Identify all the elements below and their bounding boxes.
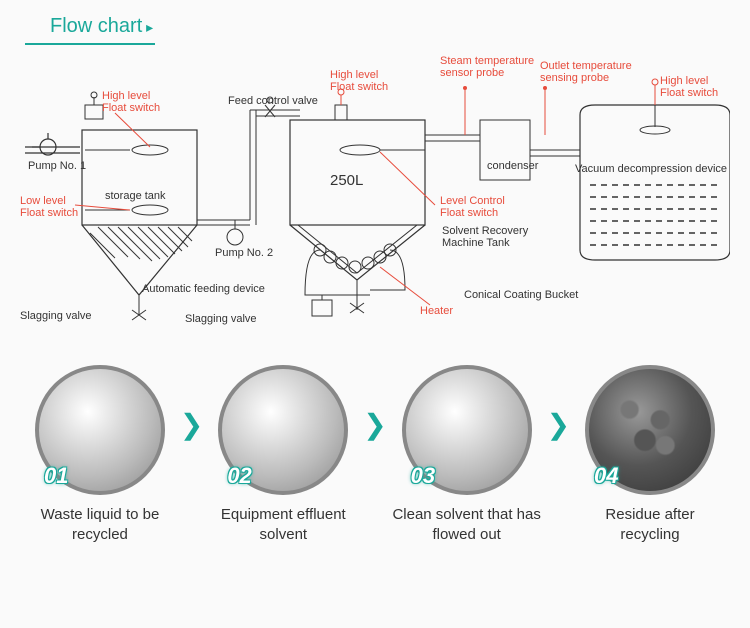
high-level-float-3-label: High level Float switch — [660, 75, 718, 99]
step-2-caption: Equipment effluent solvent — [208, 505, 358, 544]
step-1-caption: Waste liquid to be recycled — [25, 505, 175, 544]
step-4-caption: Residue after recycling — [575, 505, 725, 544]
high-level-float-2-label: High level Float switch — [330, 69, 388, 93]
flow-diagram: 250L Pump No. 1 Pump No. 2 storage tank … — [20, 55, 730, 345]
step-4-image — [585, 365, 715, 495]
page-title: Flow chart — [25, 0, 155, 45]
step-2-image — [218, 365, 348, 495]
high-level-float-1-label: High level Float switch — [102, 90, 160, 114]
step-4: Residue after recycling — [575, 365, 725, 544]
slagging-valve-1-label: Slagging valve — [20, 310, 92, 322]
slagging-valve-2-label: Slagging valve — [185, 313, 257, 325]
arrow-icon: ❯ — [363, 408, 386, 441]
step-3-image — [402, 365, 532, 495]
step-2: Equipment effluent solvent — [208, 365, 358, 544]
feed-control-label: Feed control valve — [228, 95, 318, 107]
steam-temp-label: Steam temperature sensor probe — [440, 55, 534, 79]
step-1-image — [35, 365, 165, 495]
condenser-label: condenser — [487, 160, 538, 172]
outlet-temp-label: Outlet temperature sensing probe — [540, 60, 632, 84]
storage-tank-label: storage tank — [105, 190, 166, 202]
arrow-icon: ❯ — [547, 408, 570, 441]
auto-feed-label: Automatic feeding device — [142, 283, 265, 295]
pump1-label: Pump No. 1 — [28, 160, 86, 172]
process-steps: Waste liquid to be recycled ❯ Equipment … — [15, 365, 735, 544]
step-1: Waste liquid to be recycled — [25, 365, 175, 544]
capacity-text: 250L — [330, 172, 363, 189]
step-3-caption: Clean solvent that has flowed out — [392, 505, 542, 544]
low-level-float-label: Low level Float switch — [20, 195, 78, 219]
heater-label: Heater — [420, 305, 453, 317]
vacuum-device-label: Vacuum decompression device — [575, 163, 727, 175]
arrow-icon: ❯ — [180, 408, 203, 441]
solvent-recovery-label: Solvent Recovery Machine Tank — [442, 225, 528, 249]
level-control-label: Level Control Float switch — [440, 195, 505, 219]
conical-bucket-label: Conical Coating Bucket — [464, 289, 578, 301]
step-3: Clean solvent that has flowed out — [392, 365, 542, 544]
pump2-label: Pump No. 2 — [215, 247, 273, 259]
